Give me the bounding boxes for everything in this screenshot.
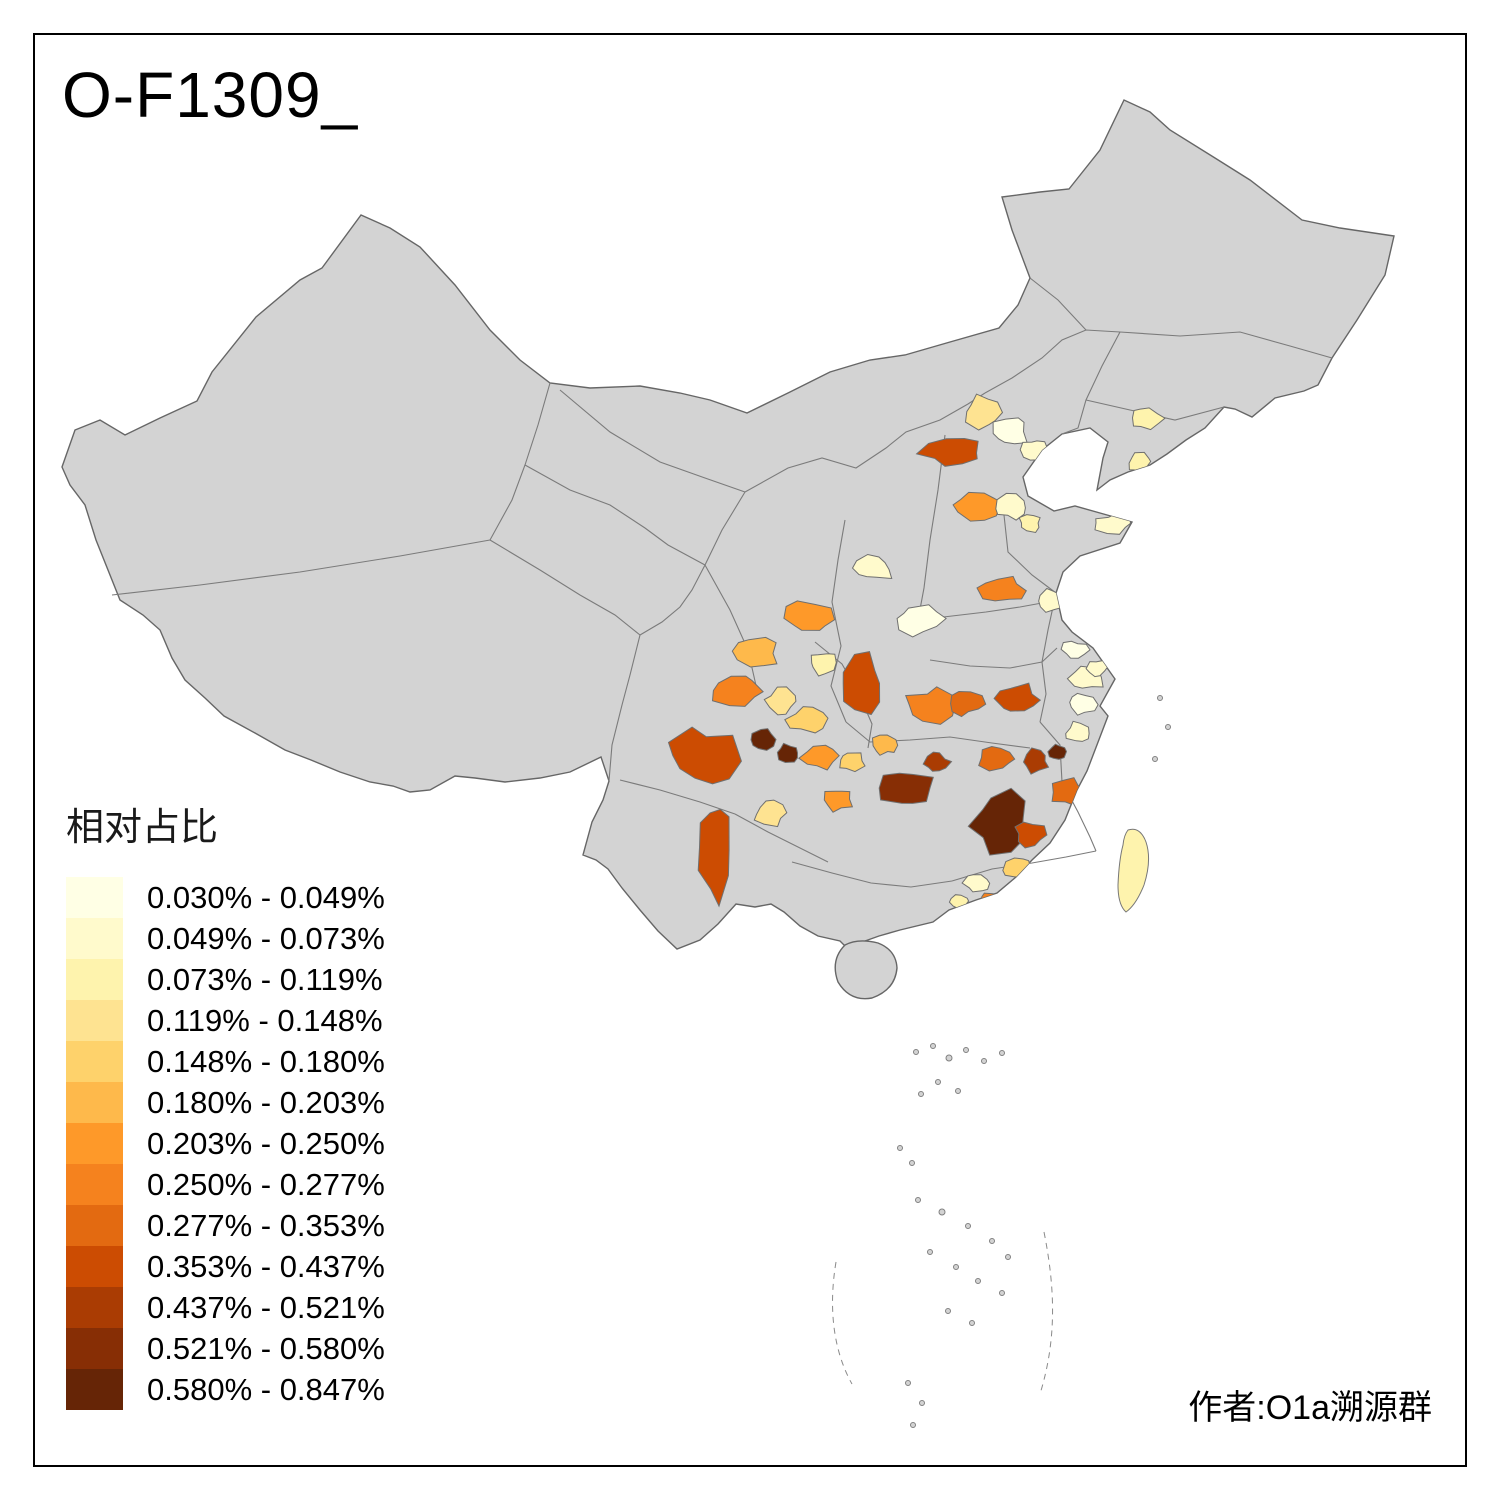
legend-label: 0.437% - 0.521% [147,1289,385,1325]
legend-label: 0.277% - 0.353% [147,1207,385,1243]
map-region [878,772,934,804]
map-region [798,744,840,771]
legend-row: 0.030% - 0.049% [66,877,385,918]
map-region [842,651,881,716]
map-region [922,751,953,772]
legend-label: 0.353% - 0.437% [147,1248,385,1284]
map-region [1002,857,1033,878]
legend-row: 0.148% - 0.180% [66,1041,385,1082]
legend-swatch [66,1287,123,1328]
map-region [731,636,778,668]
map-region [1022,747,1050,775]
author-credit: 作者:O1a溯源群 [1188,1389,1432,1427]
legend-swatch [66,877,123,918]
legend-row: 0.049% - 0.073% [66,918,385,959]
map-region [915,437,979,467]
legend-label: 0.030% - 0.049% [147,879,385,915]
legend-swatch [66,1328,123,1369]
legend-row: 0.277% - 0.353% [66,1205,385,1246]
map-region [871,734,899,756]
legend-row: 0.119% - 0.148% [66,1000,385,1041]
legend-label: 0.049% - 0.073% [147,920,385,956]
province-borders [111,277,1333,888]
legend-label: 0.148% - 0.180% [147,1043,385,1079]
legend-label: 0.580% - 0.847% [147,1371,385,1407]
legend-swatch [66,1246,123,1287]
legend: 相对占比 0.030% - 0.049% 0.049% - 0.073% 0.073… [66,796,385,1410]
map-region [1069,692,1099,716]
legend-label: 0.521% - 0.580% [147,1330,385,1366]
legend-swatch [66,1041,123,1082]
legend-swatch [66,1000,123,1041]
map-region [993,682,1042,712]
legend-swatch [66,1123,123,1164]
map-region [995,492,1026,521]
legend-title: 相对占比 [66,807,219,849]
map-region [992,417,1028,445]
legend-row: 0.203% - 0.250% [66,1123,385,1164]
choropleth-regions [667,393,1166,912]
map-region [952,491,1003,522]
hainan-island [834,940,898,1000]
legend-items: 0.030% - 0.049% 0.049% - 0.073% 0.073% - 0… [66,877,385,1410]
map-region [978,745,1016,772]
legend-label: 0.073% - 0.119% [147,961,383,997]
legend-label: 0.119% - 0.148% [147,1002,383,1038]
legend-label: 0.250% - 0.277% [147,1166,385,1202]
legend-row: 0.073% - 0.119% [66,959,385,1000]
map-region [904,686,957,725]
legend-swatch [66,918,123,959]
map-region [1131,407,1166,431]
map-region [823,790,854,813]
map-region [750,728,777,751]
legend-swatch [66,959,123,1000]
map-region [763,686,797,716]
map-region [1065,720,1090,742]
map-region [961,874,991,893]
legend-label: 0.203% - 0.250% [147,1125,385,1161]
map-region [667,726,742,785]
map-region [784,706,829,734]
page-title: O-F1309_ [62,59,359,131]
map-region [1055,826,1084,850]
legend-row: 0.353% - 0.437% [66,1246,385,1287]
legend-row: 0.180% - 0.203% [66,1082,385,1123]
legend-swatch [66,1164,123,1205]
map-region [967,787,1026,856]
map-region [851,553,893,580]
legend-row: 0.580% - 0.847% [66,1369,385,1410]
legend-row: 0.521% - 0.580% [66,1328,385,1369]
map-region [839,752,866,773]
legend-row: 0.250% - 0.277% [66,1164,385,1205]
map-region [976,575,1027,602]
legend-swatch [66,1082,123,1123]
map-region [1018,514,1041,534]
south-china-sea-islands [832,695,1171,1428]
map-region [1060,640,1091,659]
map-region [1019,440,1049,461]
legend-swatch [66,1369,123,1410]
map-region [950,690,987,718]
map-region [783,600,836,631]
map-region [753,799,788,828]
map-region [776,742,799,764]
legend-label: 0.180% - 0.203% [147,1084,385,1120]
map-region [1014,821,1048,849]
map-region [711,675,764,707]
legend-row: 0.437% - 0.521% [66,1287,385,1328]
map-region [1086,790,1112,811]
map-region [697,808,730,908]
map-region [1047,743,1068,760]
taiwan-island [1117,828,1150,913]
map-region [896,604,947,638]
map-region [810,653,837,677]
map-region [964,393,1004,431]
legend-swatch [66,1205,123,1246]
